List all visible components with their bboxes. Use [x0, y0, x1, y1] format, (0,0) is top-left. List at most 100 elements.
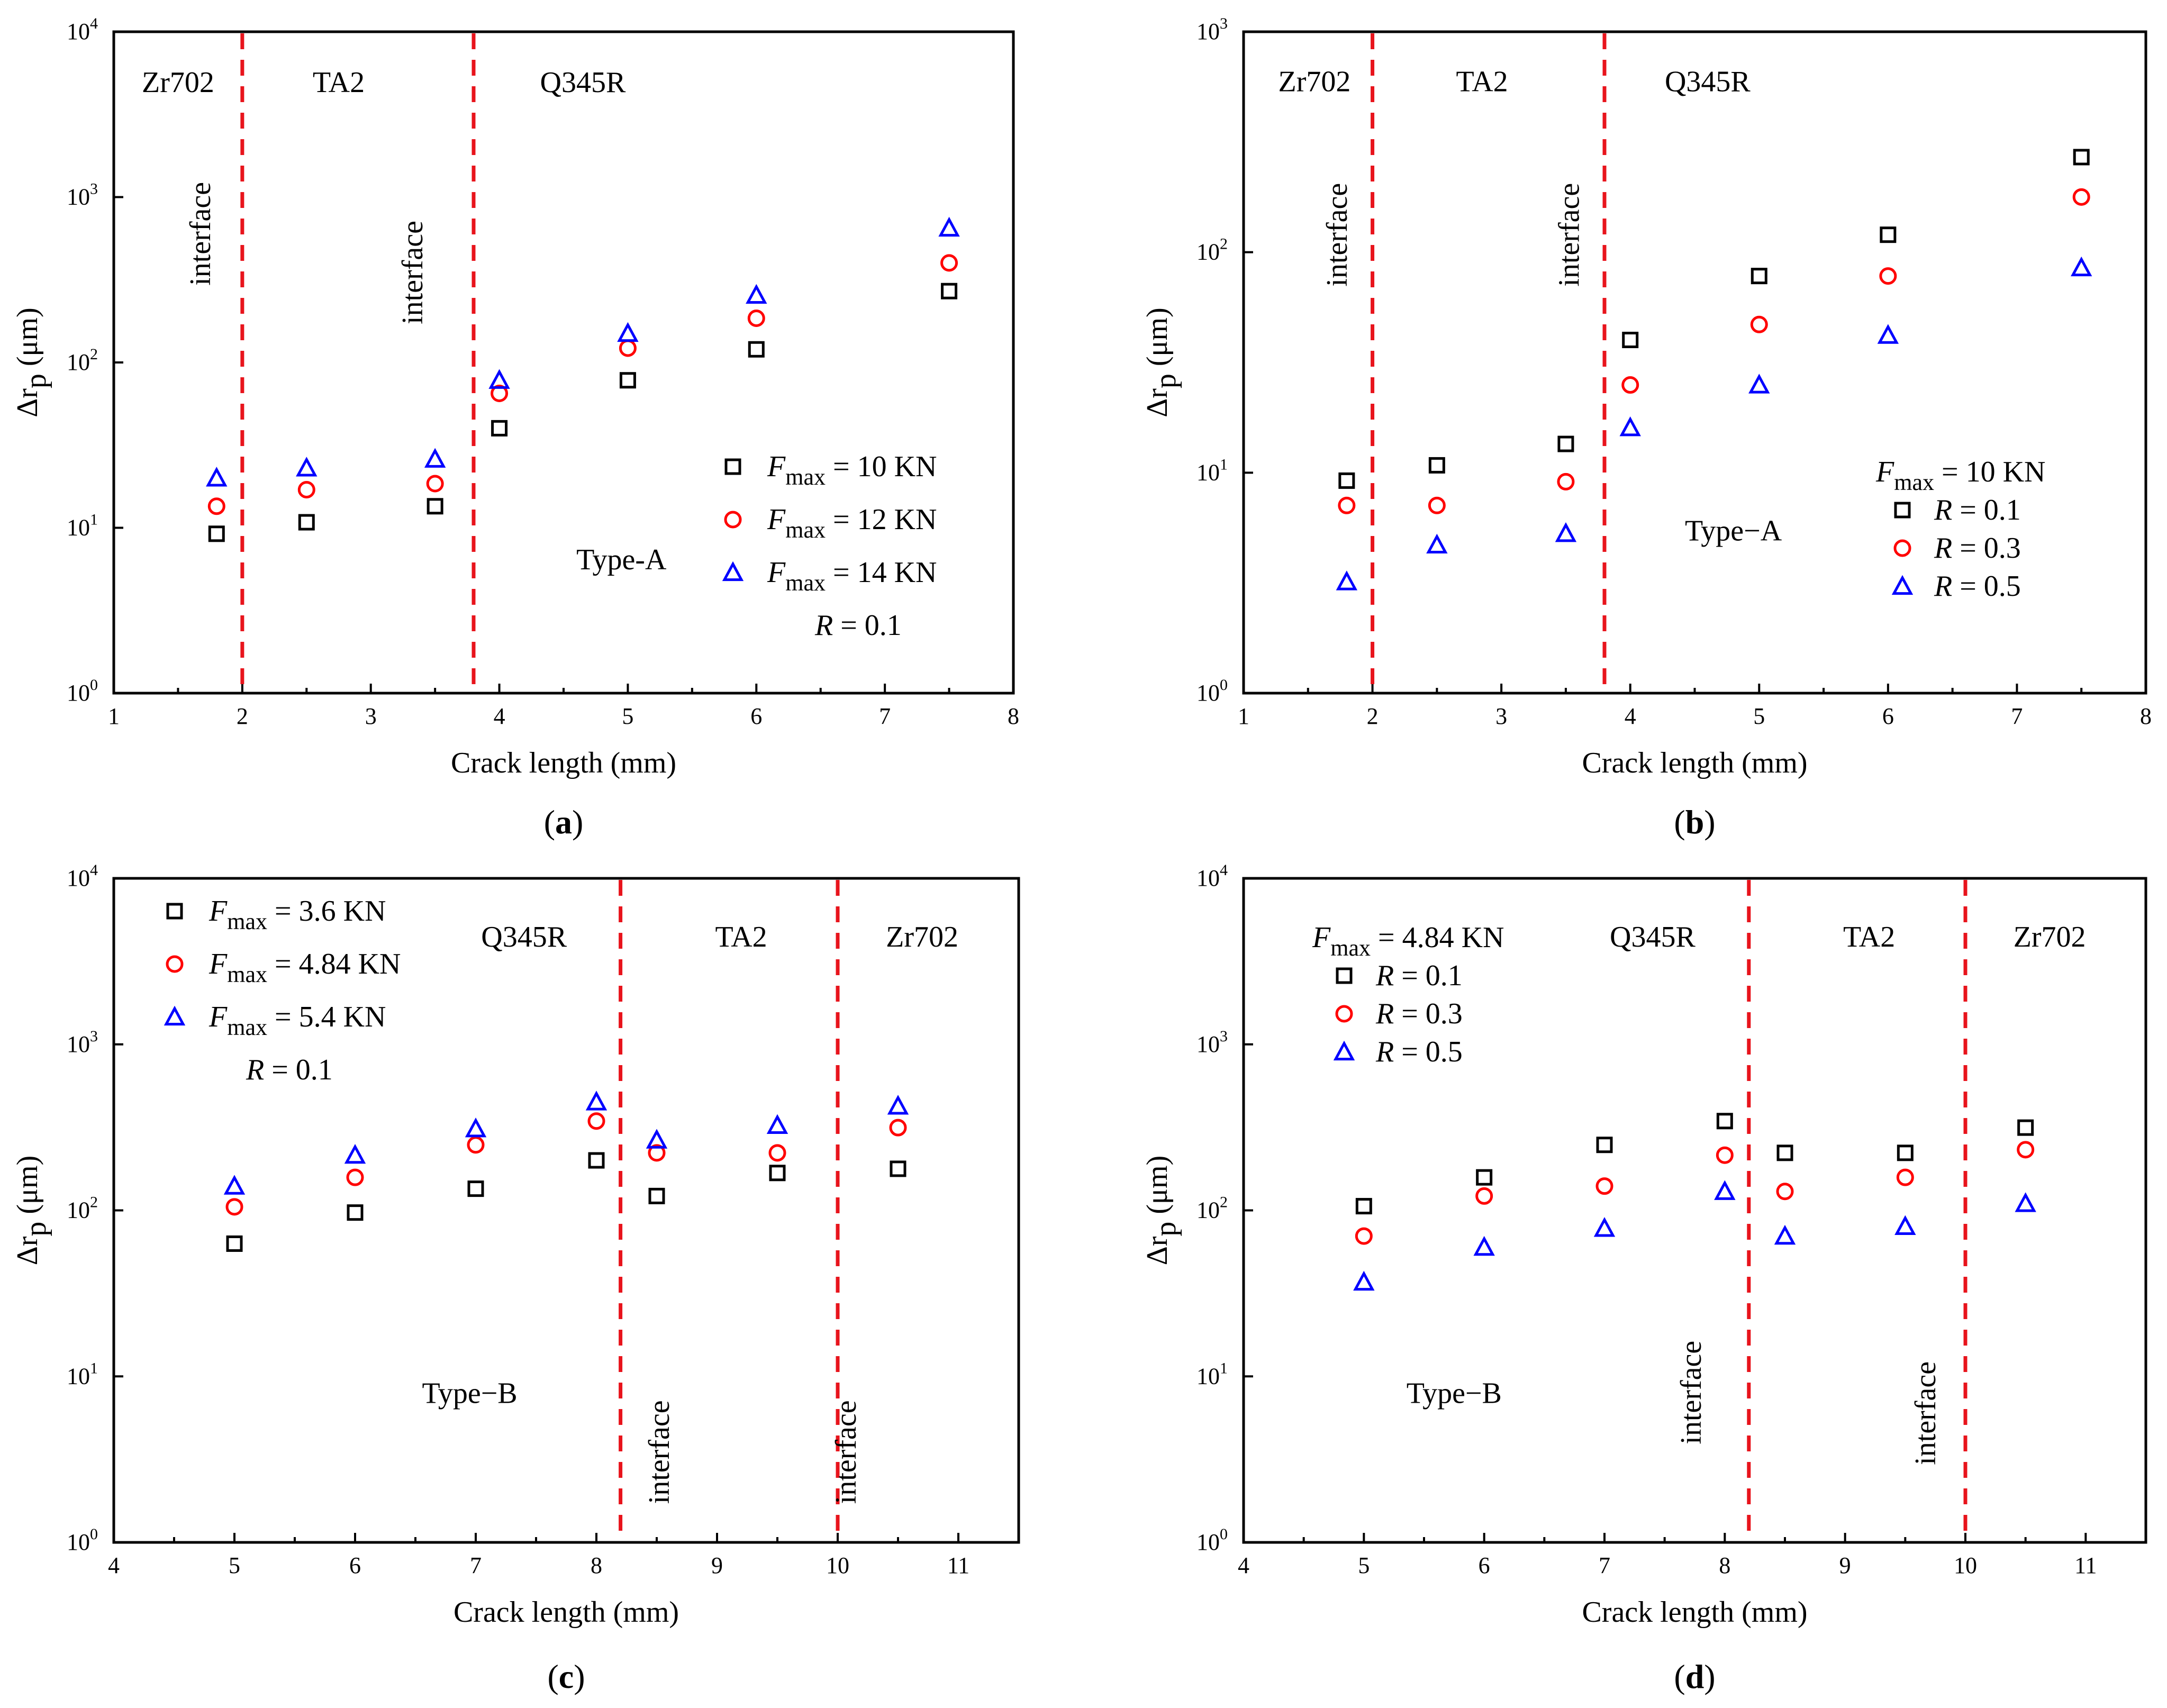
type-label: Type-A	[576, 543, 667, 576]
data-point-circle	[2072, 188, 2090, 206]
legend-marker-square	[1336, 967, 1353, 984]
data-point-square	[467, 1180, 484, 1197]
data-point-square	[748, 341, 765, 358]
x-tick-label: 6	[349, 1552, 361, 1578]
region-label: Q345R	[1610, 921, 1695, 953]
data-point-circle	[1896, 1168, 1914, 1186]
series-circle	[1338, 188, 2090, 514]
legend-marker-circle	[724, 511, 742, 529]
series-circle	[1355, 1141, 2035, 1245]
legend-marker-square	[724, 458, 741, 475]
data-point-square	[2017, 1119, 2034, 1136]
type-label: Type−B	[1407, 1377, 1502, 1410]
data-point-triangle	[344, 1143, 366, 1164]
y-tick-label: 104	[1196, 861, 1228, 891]
legend-entry: R = 0.3	[1375, 997, 1463, 1030]
data-point-circle	[2017, 1141, 2035, 1159]
region-label: Zr702	[142, 66, 214, 99]
series-square	[208, 283, 958, 542]
y-axis-title: Δrp (μm)	[11, 307, 52, 417]
legend-entry: R = 0.1	[1934, 494, 2021, 526]
x-tick-label: 2	[237, 703, 248, 729]
data-point-triangle	[1619, 416, 1641, 437]
x-tick-label: 2	[1367, 703, 1379, 729]
data-point-triangle	[424, 448, 446, 468]
series-circle	[207, 254, 958, 515]
panel-d: 4 5 6 7 8 9 10 11 100 101 102 103 104 Q345R TA2 Zr702 in…	[1141, 861, 2147, 1695]
legend-entry: Fmax = 3.6 KN	[208, 895, 386, 934]
x-tick-label: 6	[750, 703, 762, 729]
interface-label: interface	[396, 221, 429, 324]
data-point-square	[1596, 1137, 1613, 1153]
x-tick-label: 4	[108, 1552, 120, 1578]
data-point-square	[427, 498, 443, 515]
data-point-triangle	[1473, 1235, 1495, 1256]
data-point-triangle	[2015, 1192, 2036, 1212]
data-point-square	[226, 1235, 243, 1252]
data-point-square	[1338, 472, 1355, 489]
data-point-circle	[297, 480, 315, 498]
data-point-square	[619, 372, 636, 389]
data-point-square	[941, 283, 958, 299]
legend-marker-square	[166, 903, 183, 920]
data-point-square	[298, 514, 315, 531]
x-tick-label: 8	[591, 1552, 602, 1578]
y-axis-title: Δrp (μm)	[11, 1156, 52, 1266]
data-point-triangle	[938, 216, 960, 237]
legend-entry: R = 0.1	[1375, 959, 1463, 992]
data-point-circle	[1776, 1183, 1794, 1201]
x-tick-label: 4	[1625, 703, 1636, 729]
legend-entry: Fmax = 10 KN	[767, 450, 937, 490]
data-point-triangle	[1353, 1270, 1375, 1291]
data-point-circle	[467, 1136, 485, 1154]
y-tick-label: 104	[67, 15, 98, 44]
data-point-triangle	[766, 1114, 788, 1134]
series-square	[226, 1152, 906, 1252]
y-tick-label: 102	[1196, 1194, 1228, 1223]
series-triangle	[1336, 256, 2092, 590]
data-point-triangle	[646, 1129, 668, 1149]
legend: Fmax = 4.84 KNR = 0.1 R = 0.3 R = 0.5	[1312, 921, 1504, 1068]
data-point-square	[1476, 1169, 1493, 1186]
x-tick-label: 1	[108, 703, 120, 729]
data-point-square	[347, 1204, 364, 1221]
data-point-circle	[1338, 496, 1356, 514]
legend-title: Fmax = 10 KN	[1875, 456, 2045, 495]
data-point-circle	[1879, 267, 1897, 285]
panel-label: (b)	[1674, 803, 1715, 841]
x-tick-label: 11	[2074, 1552, 2097, 1578]
data-point-square	[769, 1165, 786, 1182]
x-tick-label: 7	[879, 703, 891, 729]
x-tick-label: 7	[1599, 1552, 1610, 1578]
x-tick-label: 5	[229, 1552, 240, 1578]
interface-label: interface	[830, 1400, 863, 1504]
panel-label: (c)	[547, 1658, 585, 1695]
region-label: Q345R	[540, 66, 626, 99]
x-tick-label: 10	[1954, 1552, 1977, 1578]
legend-marker-triangle	[722, 561, 744, 582]
y-tick-label: 102	[1196, 235, 1228, 265]
legend-marker-square	[1894, 502, 1911, 519]
y-tick-label: 101	[1196, 456, 1228, 485]
data-point-circle	[768, 1144, 786, 1162]
y-tick-label: 103	[1196, 15, 1228, 44]
region-label: Q345R	[1665, 65, 1751, 98]
y-tick-label: 100	[1196, 1525, 1228, 1555]
data-point-triangle	[1555, 522, 1577, 542]
x-tick-label: 9	[711, 1552, 723, 1578]
data-point-triangle	[1748, 374, 1770, 394]
data-point-triangle	[206, 467, 228, 487]
region-label: TA2	[1456, 65, 1508, 98]
data-point-triangle	[488, 369, 510, 389]
data-point-circle	[1716, 1146, 1734, 1164]
x-tick-label: 7	[2011, 703, 2023, 729]
x-tick-label: 9	[1839, 1552, 1851, 1578]
x-tick-label: 8	[1719, 1552, 1730, 1578]
type-label: Type−B	[422, 1377, 518, 1410]
y-tick-label: 103	[1196, 1028, 1228, 1057]
data-point-triangle	[746, 284, 767, 304]
x-tick-label: 4	[1238, 1552, 1249, 1578]
legend-entry: Fmax = 14 KN	[767, 556, 937, 596]
y-axis-title: Δrp (μm)	[1141, 1156, 1182, 1266]
